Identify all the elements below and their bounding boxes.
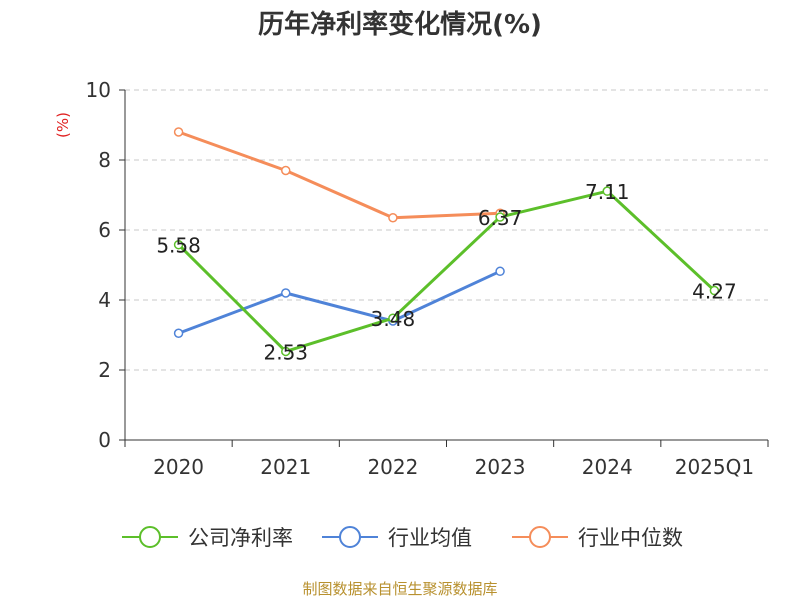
legend-label: 公司净利率 <box>188 526 293 550</box>
y-tick-label: 0 <box>98 428 111 452</box>
legend-marker-circle <box>339 526 361 548</box>
x-tick-label: 2020 <box>153 455 204 479</box>
data-point-1 <box>495 266 505 277</box>
y-tick-label: 2 <box>98 358 111 382</box>
data-point-0 <box>495 212 505 222</box>
x-tick-label: 2021 <box>260 455 311 479</box>
data-point-0 <box>709 285 720 296</box>
data-label: 7.11 <box>585 180 630 204</box>
y-axis-label: (%) <box>54 112 72 138</box>
y-tick-label: 10 <box>86 78 111 102</box>
data-label: 2.53 <box>263 340 308 364</box>
x-tick-label: 2024 <box>582 455 633 479</box>
data-label: 6.37 <box>478 206 523 230</box>
data-point-0 <box>388 313 398 323</box>
data-point-0 <box>173 239 184 250</box>
data-point-2 <box>281 165 291 176</box>
source-note: 制图数据来自恒生聚源数据库 <box>302 580 498 598</box>
legend-marker-circle <box>529 526 551 548</box>
data-point-1 <box>281 288 291 298</box>
x-tick-label: 2025Q1 <box>675 455 754 479</box>
data-point-0 <box>602 186 612 196</box>
data-label: 3.48 <box>371 307 416 331</box>
series-line-2 <box>178 130 501 220</box>
data-point-1 <box>173 328 184 338</box>
chart-title: 历年净利率变化情况(%) <box>258 10 542 40</box>
legend-label: 行业中位数 <box>578 526 683 550</box>
x-tick-label: 2023 <box>475 455 526 479</box>
legend-marker-circle <box>139 526 161 548</box>
data-label: 5.58 <box>156 234 201 258</box>
data-label: 4.27 <box>692 280 737 304</box>
y-tick-label: 8 <box>98 148 111 172</box>
y-tick-label: 4 <box>98 288 111 312</box>
data-point-2 <box>173 127 184 137</box>
data-point-2 <box>388 213 398 223</box>
data-point-0 <box>281 346 291 357</box>
series-line-1 <box>178 269 501 335</box>
y-tick-label: 6 <box>98 218 111 242</box>
legend-label: 行业均值 <box>388 526 472 550</box>
x-tick-label: 2022 <box>367 455 418 479</box>
series-line-0 <box>177 189 716 353</box>
